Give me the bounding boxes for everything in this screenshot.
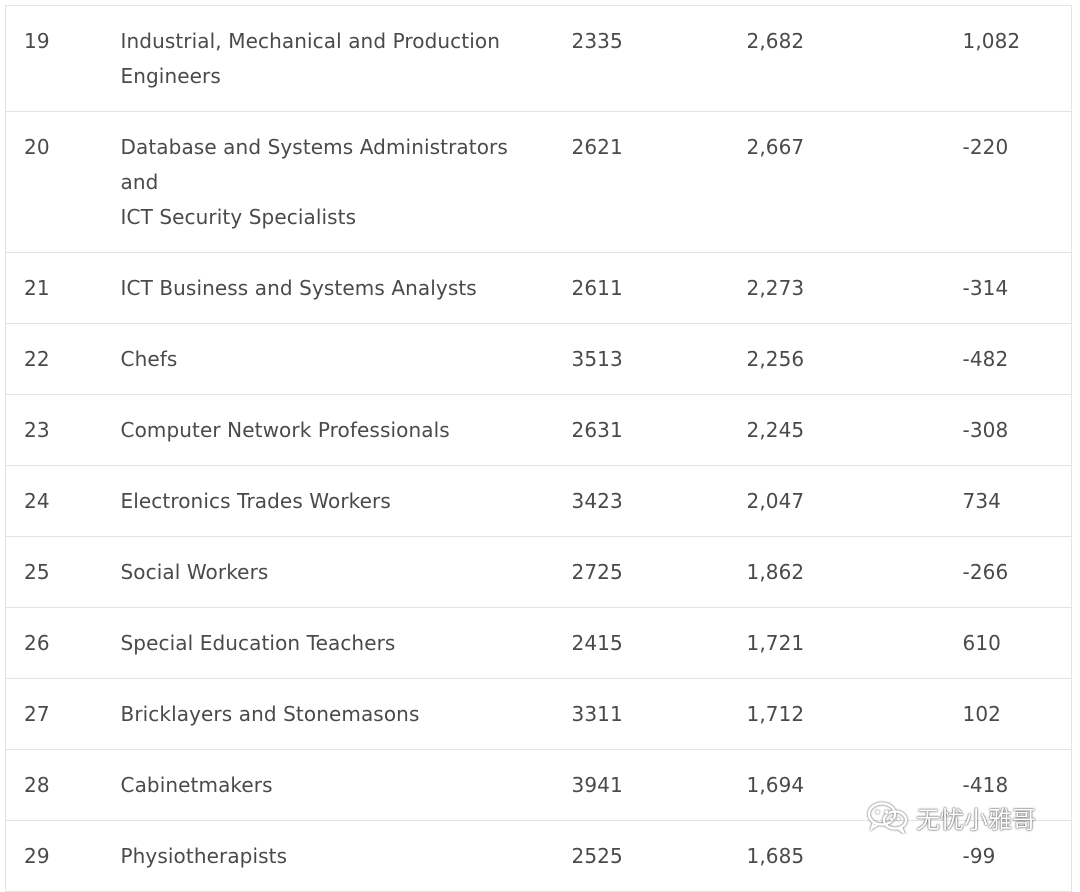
change-cell: 102 — [962, 678, 1072, 750]
occupation-cell: Special Education Teachers — [120, 607, 572, 679]
occupation-cell: ICT Business and Systems Analysts — [120, 252, 572, 324]
table-body: 19 Industrial, Mechanical and Production… — [5, 5, 1072, 892]
change-cell: 610 — [962, 607, 1072, 679]
count-cell: 2,667 — [746, 111, 963, 253]
code-cell: 2335 — [571, 5, 747, 112]
occupation-cell: Database and Systems Administrators and I… — [120, 111, 572, 253]
rank-cell: 29 — [5, 820, 121, 892]
count-cell: 1,694 — [746, 749, 963, 821]
count-cell: 2,245 — [746, 394, 963, 466]
occupation-table: 19 Industrial, Mechanical and Production… — [5, 5, 1072, 892]
change-cell: -220 — [962, 111, 1072, 253]
table-row: 24 Electronics Trades Workers 3423 2,047… — [5, 465, 1072, 537]
occupation-cell: Social Workers — [120, 536, 572, 608]
occupation-table-wrapper: 19 Industrial, Mechanical and Production… — [5, 5, 1072, 892]
count-cell: 2,047 — [746, 465, 963, 537]
rank-cell: 24 — [5, 465, 121, 537]
code-cell: 2415 — [571, 607, 747, 679]
count-cell: 2,682 — [746, 5, 963, 112]
occupation-line: Engineers — [120, 64, 221, 88]
rank-cell: 20 — [5, 111, 121, 253]
table-row: 28 Cabinetmakers 3941 1,694 -418 — [5, 749, 1072, 821]
change-cell: -308 — [962, 394, 1072, 466]
change-cell: -418 — [962, 749, 1072, 821]
code-cell: 3941 — [571, 749, 747, 821]
occupation-cell: Computer Network Professionals — [120, 394, 572, 466]
code-cell: 2525 — [571, 820, 747, 892]
occupation-cell: Physiotherapists — [120, 820, 572, 892]
change-cell: -99 — [962, 820, 1072, 892]
occupation-cell: Bricklayers and Stonemasons — [120, 678, 572, 750]
code-cell: 3513 — [571, 323, 747, 395]
occupation-line: Database and Systems Administrators and — [120, 135, 508, 194]
occupation-line: ICT Security Specialists — [120, 205, 357, 229]
table-row: 25 Social Workers 2725 1,862 -266 — [5, 536, 1072, 608]
change-cell: -482 — [962, 323, 1072, 395]
occupation-cell: Cabinetmakers — [120, 749, 572, 821]
rank-cell: 26 — [5, 607, 121, 679]
table-row: 29 Physiotherapists 2525 1,685 -99 — [5, 820, 1072, 892]
code-cell: 2611 — [571, 252, 747, 324]
rank-cell: 19 — [5, 5, 121, 112]
rank-cell: 28 — [5, 749, 121, 821]
occupation-cell: Industrial, Mechanical and Production Eng… — [120, 5, 572, 112]
occupation-cell: Electronics Trades Workers — [120, 465, 572, 537]
rank-cell: 23 — [5, 394, 121, 466]
rank-cell: 25 — [5, 536, 121, 608]
change-cell: -314 — [962, 252, 1072, 324]
table-row: 22 Chefs 3513 2,256 -482 — [5, 323, 1072, 395]
rank-cell: 22 — [5, 323, 121, 395]
count-cell: 1,862 — [746, 536, 963, 608]
rank-cell: 21 — [5, 252, 121, 324]
table-row: 26 Special Education Teachers 2415 1,721… — [5, 607, 1072, 679]
change-cell: 734 — [962, 465, 1072, 537]
code-cell: 3423 — [571, 465, 747, 537]
count-cell: 2,256 — [746, 323, 963, 395]
count-cell: 1,721 — [746, 607, 963, 679]
code-cell: 2631 — [571, 394, 747, 466]
table-row: 27 Bricklayers and Stonemasons 3311 1,71… — [5, 678, 1072, 750]
occupation-cell: Chefs — [120, 323, 572, 395]
change-cell: -266 — [962, 536, 1072, 608]
occupation-line: Industrial, Mechanical and Production — [120, 29, 500, 53]
table-row: 23 Computer Network Professionals 2631 2… — [5, 394, 1072, 466]
rank-cell: 27 — [5, 678, 121, 750]
count-cell: 1,712 — [746, 678, 963, 750]
change-cell: 1,082 — [962, 5, 1072, 112]
code-cell: 2621 — [571, 111, 747, 253]
count-cell: 1,685 — [746, 820, 963, 892]
code-cell: 2725 — [571, 536, 747, 608]
table-row: 19 Industrial, Mechanical and Production… — [5, 5, 1072, 112]
code-cell: 3311 — [571, 678, 747, 750]
table-row: 21 ICT Business and Systems Analysts 261… — [5, 252, 1072, 324]
table-row: 20 Database and Systems Administrators a… — [5, 111, 1072, 253]
count-cell: 2,273 — [746, 252, 963, 324]
